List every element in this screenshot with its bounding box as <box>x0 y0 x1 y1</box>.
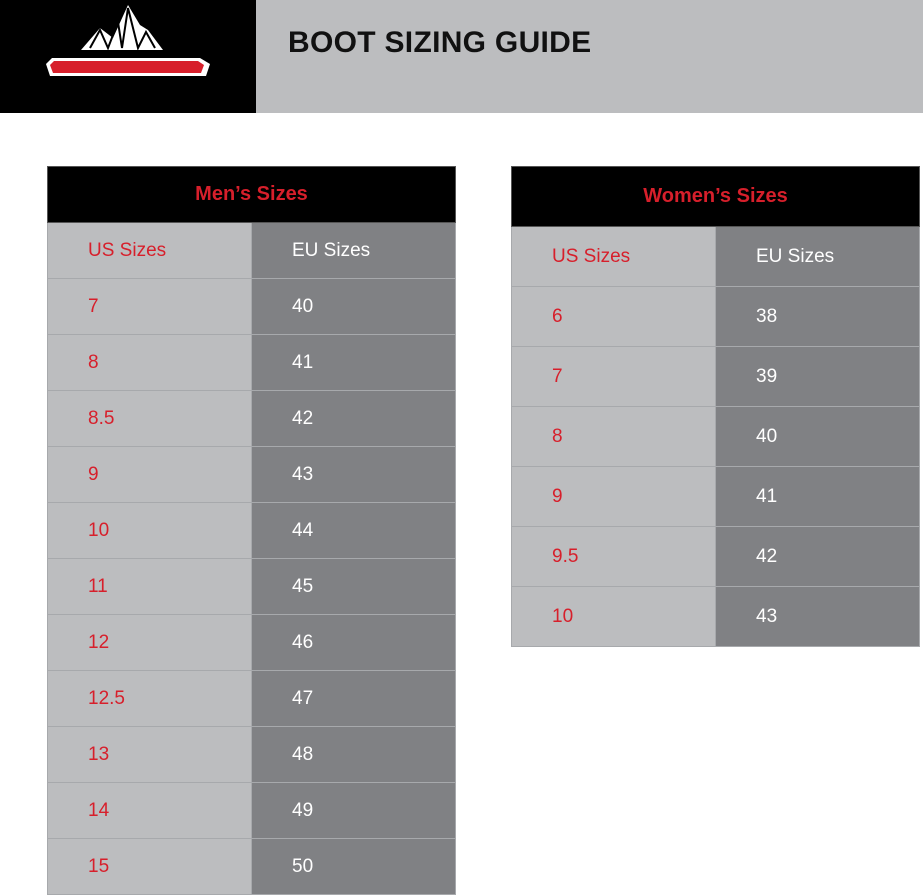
table-row: 7 39 <box>511 346 920 407</box>
eu-size-cell: 40 <box>715 406 920 467</box>
us-size-cell: 11 <box>47 558 252 615</box>
eu-size-cell: 41 <box>251 334 456 391</box>
eu-size-cell: 46 <box>251 614 456 671</box>
us-size-cell: 10 <box>47 502 252 559</box>
us-size-cell: 9.5 <box>511 526 716 587</box>
table-row: 10 43 <box>511 586 920 647</box>
us-size-cell: 10 <box>511 586 716 647</box>
table-row: 9 43 <box>47 446 456 503</box>
eu-size-cell: 48 <box>251 726 456 783</box>
mountain-logo-icon <box>46 5 210 76</box>
eu-size-cell: 49 <box>251 782 456 839</box>
us-size-cell: 7 <box>511 346 716 407</box>
table-row: 8.5 42 <box>47 390 456 447</box>
eu-size-cell: 42 <box>251 390 456 447</box>
eu-size-cell: 38 <box>715 286 920 347</box>
eu-size-cell: 44 <box>251 502 456 559</box>
table-row: 13 48 <box>47 726 456 783</box>
womens-eu-header: EU Sizes <box>715 226 920 287</box>
eu-size-cell: 43 <box>251 446 456 503</box>
mens-table-title: Men’s Sizes <box>47 166 456 223</box>
womens-table-title: Women’s Sizes <box>511 166 920 227</box>
us-size-cell: 8 <box>47 334 252 391</box>
table-row: 12.5 47 <box>47 670 456 727</box>
page-title: BOOT SIZING GUIDE <box>288 26 592 59</box>
us-size-cell: 6 <box>511 286 716 347</box>
table-row: 9.5 42 <box>511 526 920 587</box>
eu-size-cell: 40 <box>251 278 456 335</box>
womens-us-header: US Sizes <box>511 226 716 287</box>
us-size-cell: 14 <box>47 782 252 839</box>
table-row: 12 46 <box>47 614 456 671</box>
table-row: 15 50 <box>47 838 456 895</box>
eu-size-cell: 43 <box>715 586 920 647</box>
mens-eu-header: EU Sizes <box>251 222 456 279</box>
eu-size-cell: 47 <box>251 670 456 727</box>
us-size-cell: 12.5 <box>47 670 252 727</box>
mens-us-header: US Sizes <box>47 222 252 279</box>
eu-size-cell: 42 <box>715 526 920 587</box>
eu-size-cell: 41 <box>715 466 920 527</box>
table-row: 14 49 <box>47 782 456 839</box>
table-row: 8 41 <box>47 334 456 391</box>
us-size-cell: 7 <box>47 278 252 335</box>
us-size-cell: 9 <box>47 446 252 503</box>
tourmaster-logo <box>0 0 256 113</box>
womens-size-table: Women’s Sizes US Sizes EU Sizes 6 38 7 39 8 4… <box>511 166 920 647</box>
table-row: 9 41 <box>511 466 920 527</box>
eu-size-cell: 45 <box>251 558 456 615</box>
mens-size-table: Men’s Sizes US Sizes EU Sizes 7 40 8 41 8.5 4… <box>47 166 456 895</box>
us-size-cell: 15 <box>47 838 252 895</box>
us-size-cell: 8 <box>511 406 716 467</box>
us-size-cell: 12 <box>47 614 252 671</box>
eu-size-cell: 39 <box>715 346 920 407</box>
us-size-cell: 9 <box>511 466 716 527</box>
us-size-cell: 13 <box>47 726 252 783</box>
table-row: 8 40 <box>511 406 920 467</box>
us-size-cell: 8.5 <box>47 390 252 447</box>
table-row: 11 45 <box>47 558 456 615</box>
eu-size-cell: 50 <box>251 838 456 895</box>
header-band: BOOT SIZING GUIDE <box>256 0 923 113</box>
table-row: 10 44 <box>47 502 456 559</box>
table-row: 6 38 <box>511 286 920 347</box>
table-row: 7 40 <box>47 278 456 335</box>
